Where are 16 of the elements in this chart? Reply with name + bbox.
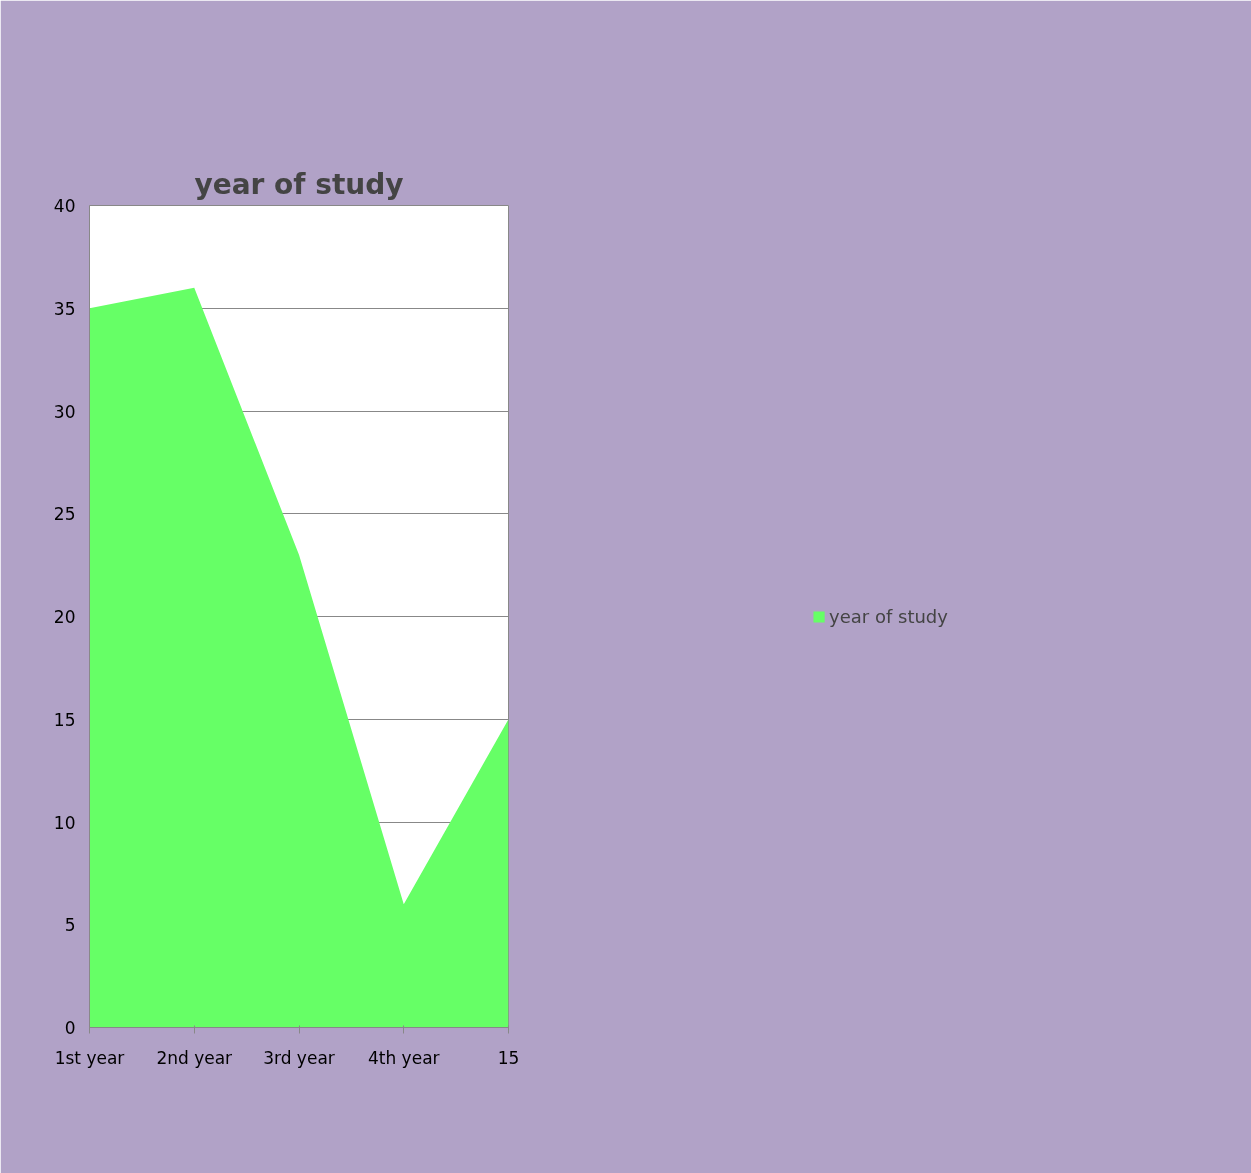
- x-tick-label: 2nd year: [156, 1047, 233, 1068]
- y-tick-label: 35: [53, 298, 76, 319]
- y-tick-label: 15: [53, 709, 76, 730]
- x-tick-label: 3rd year: [263, 1047, 335, 1068]
- chart-title: year of study: [194, 167, 404, 201]
- y-tick-label: 40: [53, 196, 76, 216]
- y-tick-label: 0: [64, 1018, 76, 1038]
- y-tick-label: 10: [53, 812, 76, 833]
- x-tick-label: 4th year: [367, 1047, 440, 1068]
- y-tick-label: 5: [64, 915, 76, 936]
- x-tick-label: 1st year: [54, 1047, 125, 1068]
- y-tick-label: 20: [53, 607, 76, 627]
- legend-label: year of study: [829, 605, 948, 627]
- x-tick-label: 15: [497, 1047, 520, 1068]
- y-tick-label: 30: [53, 401, 76, 422]
- y-tick-label: 25: [53, 504, 76, 525]
